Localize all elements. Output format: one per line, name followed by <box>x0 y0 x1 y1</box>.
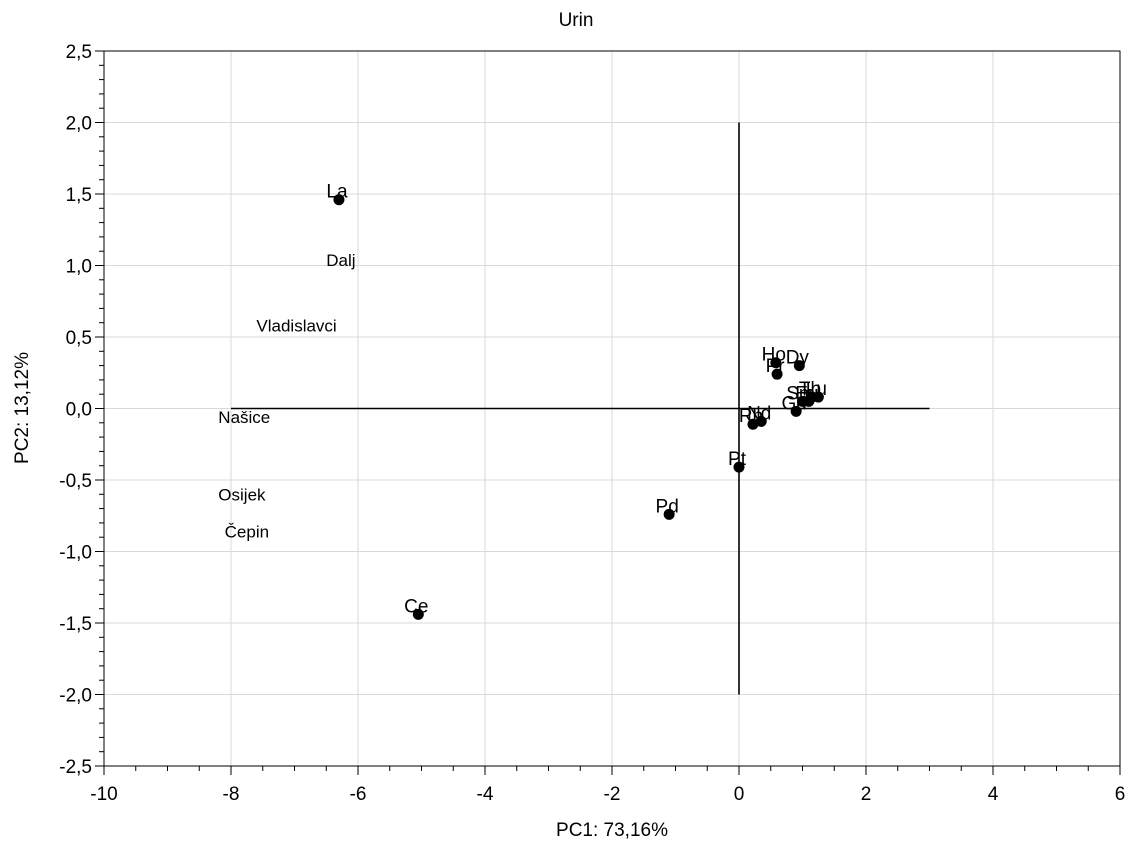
x-tick-label: -10 <box>90 784 117 805</box>
data-point <box>733 461 745 473</box>
point-label: Pt <box>728 449 747 470</box>
axis-ticks <box>95 50 1121 775</box>
reference-lines <box>231 122 930 695</box>
data-point <box>755 415 767 427</box>
y-tick-label: 0,0 <box>66 400 92 421</box>
data-point <box>812 391 824 403</box>
y-tick-label: 2,5 <box>66 42 92 63</box>
y-tick-label: -0,5 <box>59 471 92 492</box>
y-tick-label: 0,5 <box>66 328 92 349</box>
location-label: Osijek <box>218 485 266 504</box>
data-point <box>771 368 783 380</box>
point-label: Dy <box>786 348 810 369</box>
y-tick-label: 2,0 <box>66 114 92 135</box>
y-tick-label: -2,0 <box>59 686 92 707</box>
x-tick-label: -4 <box>477 784 494 805</box>
y-tick-label: -1,5 <box>59 614 92 635</box>
location-label: Našice <box>218 408 270 427</box>
x-tick-label: 4 <box>988 784 999 805</box>
location-label: Vladislavci <box>256 317 336 336</box>
point-label: Pd <box>656 496 679 517</box>
x-tick-label: 6 <box>1115 784 1126 805</box>
data-point <box>412 608 424 620</box>
point-label: Ce <box>404 596 428 617</box>
x-tick-label: -8 <box>223 784 240 805</box>
location-label: Čepin <box>225 522 269 541</box>
x-tick-label: -6 <box>350 784 367 805</box>
data-point <box>790 405 802 417</box>
location-label: Dalj <box>326 251 355 270</box>
y-tick-label: 1,0 <box>66 257 92 278</box>
x-tick-label: -2 <box>604 784 621 805</box>
data-point <box>663 508 675 520</box>
data-point <box>793 360 805 372</box>
y-axis-label: PC2: 13,12% <box>12 352 33 464</box>
y-tick-label: -2,5 <box>59 757 92 778</box>
x-tick-label: 0 <box>734 784 745 805</box>
point-label: La <box>326 182 348 203</box>
x-tick-labels: -10 -8 -6 -4 -2 0 2 4 6 <box>90 784 1125 805</box>
point-label: Pr <box>766 356 786 377</box>
point-label: Ho <box>762 345 786 366</box>
x-tick-label: 2 <box>861 784 872 805</box>
location-labels: Dalj Vladislavci Našice Osijek Čepin <box>218 251 355 542</box>
point-label: Lu <box>806 379 827 400</box>
data-point <box>333 194 345 206</box>
data-point <box>747 418 759 430</box>
data-point <box>770 357 782 369</box>
x-axis-label: PC1: 73,16% <box>556 820 668 841</box>
point-label: Nd <box>747 403 771 424</box>
y-tick-labels: 2,5 2,0 1,5 1,0 0,5 0,0 -0,5 -1,0 -1,5 -2,0 -2,5 <box>59 42 92 778</box>
y-tick-label: 1,5 <box>66 185 92 206</box>
y-tick-label: -1,0 <box>59 543 92 564</box>
chart-title: Urin <box>559 10 594 31</box>
